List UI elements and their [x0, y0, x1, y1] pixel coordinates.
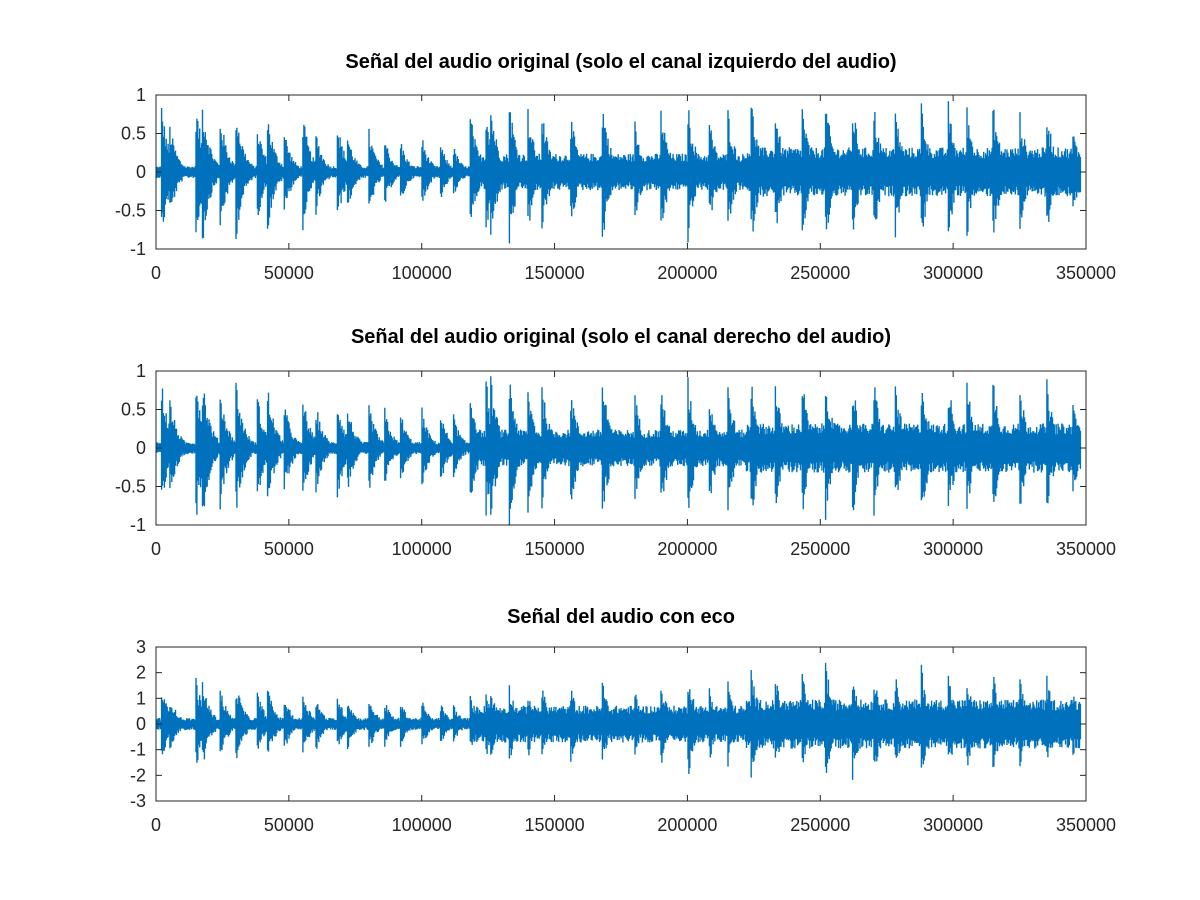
y-tick-label: -2: [130, 765, 146, 785]
x-tick-label: 150000: [525, 539, 585, 559]
y-tick-label: 0.5: [121, 400, 146, 420]
subplot-echo: 3 2 1 0 -1 -2 -3 0 50000 100000 150000 200000 25000…: [130, 606, 1116, 835]
y-tick-label: 3: [136, 637, 146, 657]
y-tick-label: -1: [130, 740, 146, 760]
x-tick-label: 350000: [1056, 815, 1116, 835]
x-tick-label: 200000: [657, 539, 717, 559]
x-tick-label: 100000: [392, 539, 452, 559]
x-axis: 0 50000 100000 150000 200000 250000 300000 3500…: [151, 371, 1116, 559]
x-tick-label: 300000: [923, 263, 983, 283]
y-tick-label: 0.5: [121, 124, 146, 144]
waveform-series: [156, 101, 1082, 244]
x-tick-label: 150000: [525, 815, 585, 835]
waveform-series: [156, 376, 1082, 525]
x-tick-label: 50000: [264, 815, 314, 835]
x-tick-label: 350000: [1056, 539, 1116, 559]
y-tick-label: 1: [136, 361, 146, 381]
axes-box: [155, 94, 1087, 250]
x-tick-label: 0: [151, 539, 161, 559]
x-tick-label: 250000: [790, 815, 850, 835]
x-tick-label: 100000: [392, 263, 452, 283]
x-tick-label: 200000: [657, 815, 717, 835]
waveform-line: [156, 662, 1082, 780]
x-tick-label: 0: [151, 263, 161, 283]
axes-box: [155, 370, 1087, 526]
y-tick-label: -0.5: [115, 201, 146, 221]
x-tick-label: 300000: [923, 815, 983, 835]
y-tick-label: 2: [136, 663, 146, 683]
y-axis: 1 0.5 0 -0.5 -1: [115, 85, 1086, 259]
x-tick-label: 0: [151, 815, 161, 835]
waveform-line: [156, 101, 1082, 244]
subplot-right-channel: 1 0.5 0 -0.5 -1 0 50000 100000 150000 200000 2500…: [115, 326, 1116, 559]
y-tick-label: 0: [136, 714, 146, 734]
subplot-left-channel: 1 0.5 0 -0.5 -1 0 50000 100000 150000 200000 2500…: [115, 51, 1116, 283]
x-tick-label: 150000: [525, 263, 585, 283]
y-tick-label: -0.5: [115, 477, 146, 497]
chart-title: Señal del audio con eco: [507, 606, 735, 628]
y-tick-label: -1: [130, 515, 146, 535]
y-axis: 3 2 1 0 -1 -2 -3: [130, 637, 1086, 811]
y-tick-label: 1: [136, 85, 146, 105]
x-tick-label: 50000: [264, 539, 314, 559]
chart-title: Señal del audio original (solo el canal …: [345, 51, 896, 73]
x-axis: 0 50000 100000 150000 200000 250000 300000 3500…: [151, 647, 1116, 835]
y-tick-label: 1: [136, 688, 146, 708]
axes-box: [155, 646, 1087, 802]
x-tick-label: 300000: [923, 539, 983, 559]
waveform-line: [156, 376, 1082, 525]
y-tick-label: 0: [136, 162, 146, 182]
y-tick-label: -1: [130, 239, 146, 259]
x-tick-label: 100000: [392, 815, 452, 835]
x-tick-label: 250000: [790, 539, 850, 559]
x-axis: 0 50000 100000 150000 200000 250000 300000 3500…: [151, 95, 1116, 283]
chart-title: Señal del audio original (solo el canal …: [351, 326, 891, 348]
y-tick-label: 0: [136, 438, 146, 458]
x-tick-label: 200000: [657, 263, 717, 283]
waveform-series: [156, 662, 1082, 780]
x-tick-label: 50000: [264, 263, 314, 283]
x-tick-label: 250000: [790, 263, 850, 283]
y-tick-label: -3: [130, 791, 146, 811]
x-tick-label: 350000: [1056, 263, 1116, 283]
